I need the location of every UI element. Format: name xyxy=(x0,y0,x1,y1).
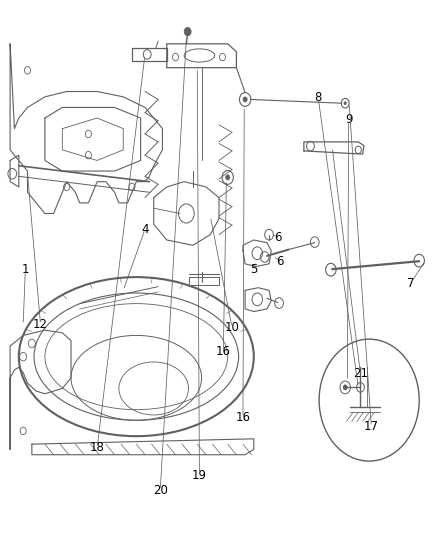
Text: 4: 4 xyxy=(141,223,149,236)
Circle shape xyxy=(343,385,347,390)
Text: 16: 16 xyxy=(216,345,231,358)
Circle shape xyxy=(344,102,346,105)
Text: 10: 10 xyxy=(225,321,240,334)
Text: 6: 6 xyxy=(276,255,284,268)
Text: 1: 1 xyxy=(21,263,29,276)
Text: 12: 12 xyxy=(33,318,48,332)
Text: 16: 16 xyxy=(236,411,251,424)
Circle shape xyxy=(226,175,230,180)
Text: 7: 7 xyxy=(407,277,414,290)
Text: 17: 17 xyxy=(364,420,379,433)
Circle shape xyxy=(243,97,247,102)
Text: 21: 21 xyxy=(353,367,368,380)
Text: 19: 19 xyxy=(192,470,207,482)
Circle shape xyxy=(184,27,191,36)
Text: 5: 5 xyxy=(250,263,258,276)
Text: 20: 20 xyxy=(153,484,168,497)
Text: 6: 6 xyxy=(274,231,282,244)
Text: 8: 8 xyxy=(314,91,322,104)
Text: 18: 18 xyxy=(90,441,105,454)
Text: 9: 9 xyxy=(345,112,353,126)
